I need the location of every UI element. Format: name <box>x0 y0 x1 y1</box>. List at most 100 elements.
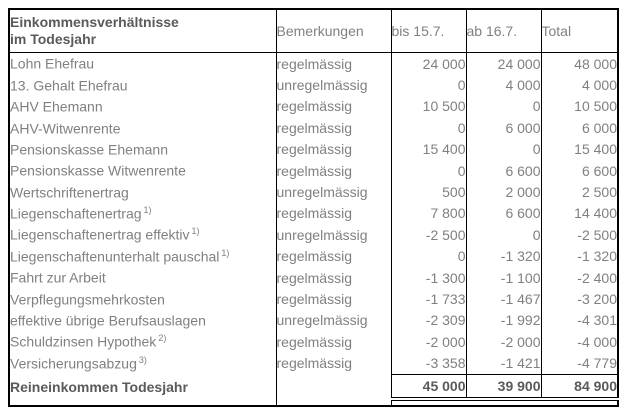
row-label: AHV Ehemann <box>10 98 103 115</box>
footnote-marker: 1) <box>143 205 152 216</box>
row-bemerkung: regelmässig <box>275 52 391 75</box>
row-ab-value: 6 600 <box>465 159 541 182</box>
row-total-value: -1 320 <box>540 245 618 267</box>
row-label: Versicherungsabzug 3) <box>10 355 147 372</box>
table-title-line2: im Todesjahr <box>10 31 97 47</box>
row-total-value: -4 779 <box>540 352 618 375</box>
row-bemerkung: unregelmässig <box>275 74 391 96</box>
row-bis-value: -1 733 <box>390 288 466 310</box>
column-header-bis: bis 15.7. <box>390 9 466 53</box>
column-header-ab: ab 16.7. <box>465 9 541 53</box>
table-row: AHV-Witwenrente regelmässig 0 6 000 6 00… <box>9 117 618 139</box>
row-ab-value: -2 000 <box>465 331 541 353</box>
row-total-value: 14 400 <box>540 202 618 225</box>
row-bis-value: 24 000 <box>390 52 466 75</box>
row-bemerkung: regelmässig <box>275 95 391 118</box>
footnote-marker: 2) <box>158 333 167 344</box>
row-bis-value: -3 358 <box>390 352 466 375</box>
table-title: Einkommensverhältnisse im Todesjahr <box>9 9 276 53</box>
row-bis-value: 7 800 <box>390 202 466 225</box>
table-row: Liegenschaftenunterhalt pauschal 1) regel… <box>9 245 618 267</box>
row-bemerkung: regelmässig <box>275 288 391 310</box>
table-row: Liegenschaftenertrag 1) regelmässig 7 800… <box>9 202 618 225</box>
row-ab-value: -1 467 <box>465 288 541 310</box>
column-header-total: Total <box>540 9 618 53</box>
row-bemerkung: regelmässig <box>275 117 391 139</box>
table-row: Versicherungsabzug 3) regelmässig -3 358 … <box>9 352 618 375</box>
row-label: 13. Gehalt Ehefrau <box>10 77 128 94</box>
row-bemerkung: regelmässig <box>275 138 391 160</box>
row-ab-value: 2 000 <box>465 181 541 203</box>
table-row: Wertschriftenertrag unregelmässig 500 2 … <box>9 181 618 203</box>
row-bis-value: 500 <box>390 181 466 203</box>
row-ab-value: 6 000 <box>465 117 541 139</box>
row-bemerkung: regelmässig <box>275 352 391 375</box>
row-total-value: -4 301 <box>540 309 618 332</box>
row-label: Lohn Ehefrau <box>10 56 95 73</box>
row-ab-value: 4 000 <box>465 74 541 96</box>
row-bemerkung: unregelmässig <box>275 224 391 246</box>
row-bemerkung: regelmässig <box>275 266 391 289</box>
row-ab-value: 24 000 <box>465 52 541 75</box>
footnote-marker: 1) <box>191 226 200 237</box>
row-label: Fahrt zur Arbeit <box>10 269 106 286</box>
row-bis-value: 10 500 <box>390 95 466 118</box>
row-ab-value: -1 320 <box>465 245 541 267</box>
row-bis-value: -2 309 <box>390 309 466 332</box>
row-bemerkung: unregelmässig <box>275 181 391 203</box>
row-bemerkung: regelmässig <box>275 245 391 267</box>
table-row: Pensionskasse Ehemann regelmässig 15 400… <box>9 138 618 160</box>
total-total-value: 84 900 <box>540 373 618 401</box>
footnote-marker: 1) <box>221 247 230 258</box>
row-ab-value: 0 <box>465 138 541 160</box>
row-total-value: 6 000 <box>540 117 618 139</box>
row-label: Liegenschaftenertrag effektiv 1) <box>10 226 200 244</box>
row-bis-value: -2 000 <box>390 331 466 353</box>
row-total-value: -2 500 <box>540 224 618 246</box>
row-total-value: 48 000 <box>540 52 618 75</box>
table-row: effektive übrige Berufsauslagen unregelm… <box>9 309 618 332</box>
row-label: Verpflegungsmehrkosten <box>10 291 165 308</box>
row-bemerkung: unregelmässig <box>275 309 391 332</box>
row-ab-value: 0 <box>465 224 541 246</box>
table-row: Verpflegungsmehrkosten regelmässig -1 73… <box>9 288 618 310</box>
total-row-bemerkung-empty <box>275 374 391 399</box>
table-row: AHV Ehemann regelmässig 10 500 0 10 500 <box>9 95 618 118</box>
row-ab-value: 6 600 <box>465 202 541 225</box>
row-bemerkung: regelmässig <box>275 331 391 353</box>
row-bis-value: 0 <box>390 159 466 182</box>
row-bis-value: 0 <box>390 117 466 139</box>
total-row: Reineinkommen Todesjahr 45 000 39 900 84… <box>9 373 618 401</box>
row-total-value: -3 200 <box>540 288 618 310</box>
row-label: Liegenschaftenunterhalt pauschal 1) <box>10 247 230 265</box>
row-total-value: 2 500 <box>540 181 618 203</box>
row-bis-value: 15 400 <box>390 138 466 160</box>
column-header-bemerkungen: Bemerkungen <box>275 9 391 53</box>
row-total-value: -4 000 <box>540 331 618 353</box>
row-bemerkung: regelmässig <box>275 159 391 182</box>
row-bis-value: 0 <box>390 245 466 267</box>
table-title-line1: Einkommensverhältnisse <box>10 14 179 30</box>
row-total-value: 15 400 <box>540 138 618 160</box>
row-label: effektive übrige Berufsauslagen <box>10 312 206 329</box>
row-bis-value: -2 500 <box>390 224 466 246</box>
table-row: Fahrt zur Arbeit regelmässig -1 300 -1 1… <box>9 266 618 289</box>
row-bis-value: 0 <box>390 74 466 96</box>
row-ab-value: -1 100 <box>465 266 541 289</box>
row-bemerkung: regelmässig <box>275 202 391 225</box>
row-bis-value: -1 300 <box>390 266 466 289</box>
table-row: Liegenschaftenertrag effektiv 1) unregelm… <box>9 224 618 246</box>
total-bis-value: 45 000 <box>390 373 466 401</box>
table-row: Schuldzinsen Hypothek 2) regelmässig -2 0… <box>9 331 618 353</box>
income-table: Einkommensverhältnisse im Todesjahr Beme… <box>8 8 619 407</box>
header-row: Einkommensverhältnisse im Todesjahr Beme… <box>9 9 618 53</box>
row-total-value: 10 500 <box>540 95 618 118</box>
table-row: Pensionskasse Witwenrente regelmässig 0 … <box>9 159 618 182</box>
row-total-value: -2 400 <box>540 266 618 289</box>
row-label: Schuldzinsen Hypothek 2) <box>10 333 167 351</box>
row-label: Pensionskasse Ehemann <box>10 141 168 158</box>
row-ab-value: 0 <box>465 95 541 118</box>
total-row-label: Reineinkommen Todesjahr <box>10 378 188 395</box>
total-ab-value: 39 900 <box>465 373 541 401</box>
